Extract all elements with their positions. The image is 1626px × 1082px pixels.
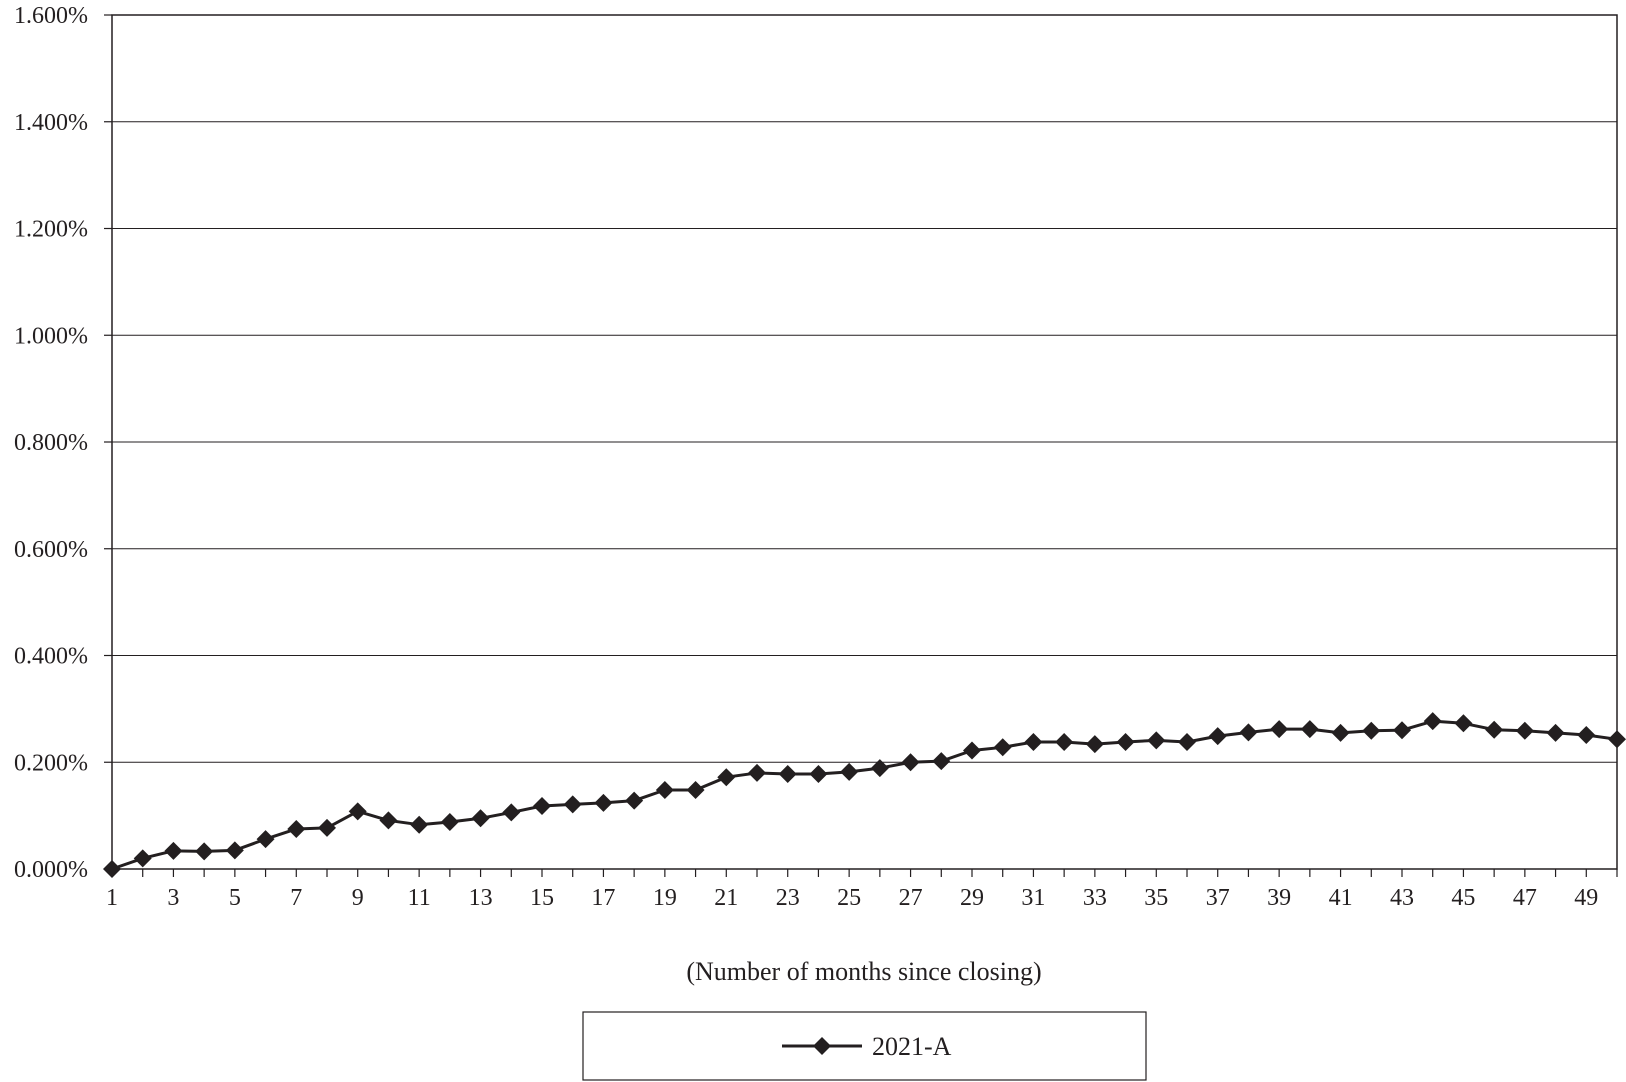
data-point bbox=[1423, 712, 1442, 731]
data-point bbox=[625, 791, 644, 810]
y-tick-label: 0.000% bbox=[14, 857, 88, 883]
data-point bbox=[563, 795, 582, 814]
x-tick-label: 13 bbox=[469, 885, 493, 911]
data-point bbox=[1024, 732, 1043, 751]
y-tick-label: 0.200% bbox=[14, 750, 88, 776]
x-tick-label: 9 bbox=[352, 885, 364, 911]
data-point bbox=[1546, 723, 1565, 742]
data-point bbox=[993, 738, 1012, 757]
data-point bbox=[1515, 721, 1534, 740]
data-point bbox=[256, 830, 275, 849]
data-point bbox=[287, 819, 306, 838]
data-point bbox=[502, 803, 521, 822]
data-point bbox=[717, 768, 736, 787]
data-point bbox=[686, 781, 705, 800]
data-point bbox=[655, 781, 674, 800]
x-tick-label: 45 bbox=[1451, 885, 1475, 911]
y-tick-label: 1.200% bbox=[14, 217, 88, 243]
x-tick-label: 15 bbox=[530, 885, 554, 911]
data-point bbox=[103, 860, 121, 878]
data-point bbox=[410, 815, 429, 834]
data-point bbox=[1208, 727, 1227, 746]
data-point bbox=[1362, 721, 1381, 740]
data-point bbox=[901, 753, 920, 772]
legend-box bbox=[582, 1011, 1147, 1081]
x-tick-label: 7 bbox=[290, 885, 302, 911]
data-point bbox=[1239, 723, 1258, 742]
legend: 2021-A bbox=[582, 1011, 1147, 1081]
x-tick-label: 17 bbox=[591, 885, 615, 911]
data-point bbox=[318, 818, 336, 837]
y-tick-label: 1.600% bbox=[14, 3, 88, 29]
data-point bbox=[471, 809, 490, 828]
data-point bbox=[748, 763, 766, 782]
data-point bbox=[1608, 730, 1626, 749]
x-tick-label: 37 bbox=[1206, 885, 1230, 911]
series-line bbox=[111, 719, 1618, 871]
x-tick-label: 3 bbox=[167, 885, 179, 911]
data-point bbox=[1178, 732, 1196, 751]
data-point bbox=[1331, 723, 1350, 742]
data-point bbox=[1577, 726, 1596, 745]
data-point bbox=[164, 841, 183, 860]
data-point bbox=[594, 793, 613, 812]
data-point bbox=[440, 813, 459, 832]
data-point bbox=[870, 759, 889, 778]
data-point bbox=[932, 752, 951, 771]
x-tick-label: 5 bbox=[229, 885, 241, 911]
data-point bbox=[1085, 735, 1104, 754]
y-tick-label: 0.800% bbox=[14, 430, 88, 456]
data-point bbox=[1300, 720, 1319, 739]
y-tick-label: 1.400% bbox=[14, 110, 88, 136]
x-tick-label: 11 bbox=[408, 885, 431, 911]
x-tick-label: 47 bbox=[1513, 885, 1537, 911]
x-tick-label: 23 bbox=[776, 885, 800, 911]
x-tick-label: 49 bbox=[1574, 885, 1598, 911]
x-axis-tick-labels: 1 3 5 7 9 11 13 15 17 19 21 23 25 27 29 31 33 35 37 39 41 43 4… bbox=[106, 869, 1618, 911]
data-point bbox=[778, 764, 797, 783]
data-point bbox=[379, 811, 398, 830]
x-tick-label: 29 bbox=[960, 885, 984, 911]
x-tick-label: 25 bbox=[837, 885, 861, 911]
data-point bbox=[1116, 732, 1135, 751]
data-point bbox=[133, 849, 152, 868]
data-point bbox=[533, 797, 551, 816]
data-point bbox=[963, 741, 981, 760]
x-tick-label: 41 bbox=[1329, 885, 1353, 911]
x-tick-label: 33 bbox=[1083, 885, 1107, 911]
x-tick-label: 27 bbox=[899, 885, 923, 911]
x-tick-label: 19 bbox=[653, 885, 677, 911]
x-tick-label: 39 bbox=[1267, 885, 1291, 911]
x-tick-label: 35 bbox=[1144, 885, 1168, 911]
data-point bbox=[1485, 720, 1504, 739]
x-tick-label: 43 bbox=[1390, 885, 1414, 911]
data-point bbox=[195, 842, 214, 861]
data-point bbox=[1393, 721, 1411, 740]
data-point bbox=[840, 762, 859, 781]
data-point bbox=[1147, 731, 1166, 750]
x-tick-label: 31 bbox=[1021, 885, 1045, 911]
gridlines bbox=[112, 121, 1617, 763]
data-point bbox=[809, 764, 828, 783]
x-tick-label: 1 bbox=[106, 885, 118, 911]
y-axis-tick-labels: 0.000% 0.200% 0.400% 0.600% 0.800% 1.000% 1.20… bbox=[14, 3, 112, 883]
legend-diamond-marker bbox=[813, 1037, 831, 1055]
data-point bbox=[1055, 732, 1074, 751]
data-point bbox=[1454, 714, 1473, 733]
y-tick-label: 1.000% bbox=[14, 323, 88, 349]
data-point bbox=[348, 802, 367, 821]
y-tick-label: 0.400% bbox=[14, 644, 88, 670]
series-2021-a bbox=[103, 712, 1626, 878]
data-point bbox=[1270, 720, 1289, 739]
y-tick-label: 0.600% bbox=[14, 537, 88, 563]
data-point bbox=[225, 841, 244, 860]
x-tick-label: 21 bbox=[714, 885, 738, 911]
legend-label-2021-a: 2021-A bbox=[872, 1032, 952, 1061]
x-axis-title: (Number of months since closing) bbox=[686, 957, 1041, 986]
